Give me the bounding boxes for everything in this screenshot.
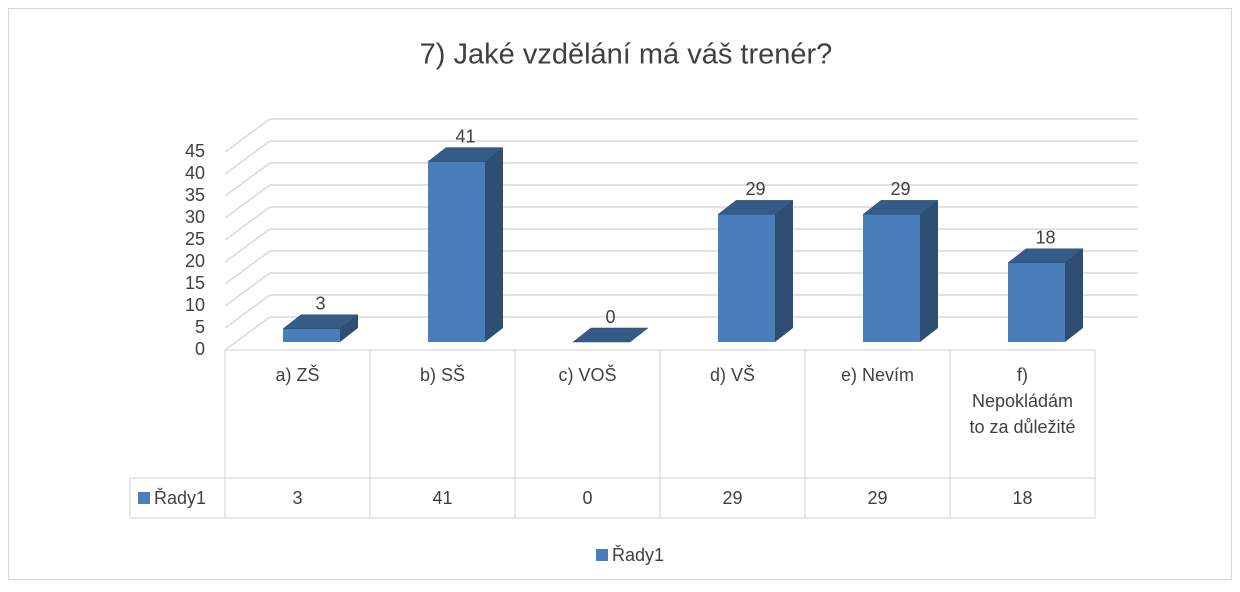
table-legend-key xyxy=(138,492,150,504)
grid-line-depth xyxy=(224,228,271,263)
x-category-label: b) SŠ xyxy=(419,365,466,385)
bar-front xyxy=(863,214,920,342)
y-tick-label: 40 xyxy=(185,163,205,183)
table-series-name: Řady1 xyxy=(154,488,206,508)
grid-line-depth xyxy=(224,118,271,153)
x-category-label: c) VOŠ xyxy=(558,365,617,385)
y-tick-label: 15 xyxy=(185,273,205,293)
x-category-label-box: e) Nevím xyxy=(840,365,914,385)
x-category-label-box: a) ZŠ xyxy=(275,365,320,385)
bar-side xyxy=(775,200,793,342)
table-value-box: 0 xyxy=(582,488,593,508)
bar-top xyxy=(572,327,649,343)
x-category-label-box: d) VŠ xyxy=(709,365,756,385)
bar-side xyxy=(485,147,503,342)
data-label: 0 xyxy=(605,307,615,327)
grid-line-depth xyxy=(224,294,271,329)
grid-line-depth xyxy=(224,206,271,241)
y-tick-label: 30 xyxy=(185,207,205,227)
data-label: 3 xyxy=(315,294,325,314)
x-category-label: d) VŠ xyxy=(709,365,756,385)
bar-top xyxy=(717,200,794,215)
grid-line-depth xyxy=(224,162,271,197)
table-value-box: 18 xyxy=(1012,488,1033,508)
chart-title: 7) Jaké vzdělání má váš trenér? xyxy=(420,39,833,71)
bar-top xyxy=(282,314,359,330)
grid-line-depth xyxy=(224,140,271,175)
legend-key xyxy=(596,549,608,561)
table-value-box: 3 xyxy=(292,488,303,508)
y-tick-label: 10 xyxy=(185,295,205,315)
data-label: 41 xyxy=(455,126,475,146)
y-tick-label: 45 xyxy=(185,141,205,161)
x-category-label: e) Nevím xyxy=(840,365,914,385)
data-label: 18 xyxy=(1035,228,1055,248)
bar-top xyxy=(862,200,939,215)
x-category-label: f) Nepokládám to za důležité xyxy=(969,365,1076,437)
y-tick-label: 5 xyxy=(195,317,205,337)
y-tick-label: 0 xyxy=(195,339,205,359)
table-value: 29 xyxy=(722,488,743,508)
table-value: 3 xyxy=(292,488,303,508)
data-label: 29 xyxy=(745,179,765,199)
x-category-label-box: f) Nepokládám to za důležité xyxy=(969,365,1076,437)
grid-line-depth xyxy=(224,184,271,219)
data-label: 29 xyxy=(890,179,910,199)
bar-side xyxy=(1065,248,1083,342)
table-value: 18 xyxy=(1012,488,1033,508)
grid-line-depth xyxy=(224,316,271,351)
table-value: 29 xyxy=(867,488,888,508)
bar-front xyxy=(1008,262,1065,342)
bar-front xyxy=(718,214,775,342)
grid-line-depth xyxy=(224,272,271,307)
table-value-box: 29 xyxy=(867,488,888,508)
y-tick-label: 25 xyxy=(185,229,205,249)
bar-side xyxy=(340,314,358,342)
bar-front xyxy=(428,161,485,342)
legend-label: Řady1 xyxy=(612,545,664,565)
y-tick-label: 20 xyxy=(185,251,205,271)
grid-line-depth xyxy=(224,250,271,285)
bar-top xyxy=(427,147,504,162)
table-value-box: 29 xyxy=(722,488,743,508)
y-tick-label: 35 xyxy=(185,185,205,205)
x-category-label: a) ZŠ xyxy=(275,365,320,385)
x-category-label-box: b) SŠ xyxy=(419,365,466,385)
bar-side xyxy=(920,200,938,342)
table-value: 0 xyxy=(582,488,593,508)
bar-front xyxy=(283,328,340,342)
table-value: 41 xyxy=(432,488,453,508)
bar-top xyxy=(1007,248,1084,264)
table-value-box: 41 xyxy=(432,488,453,508)
x-category-label-box: c) VOŠ xyxy=(558,365,617,385)
